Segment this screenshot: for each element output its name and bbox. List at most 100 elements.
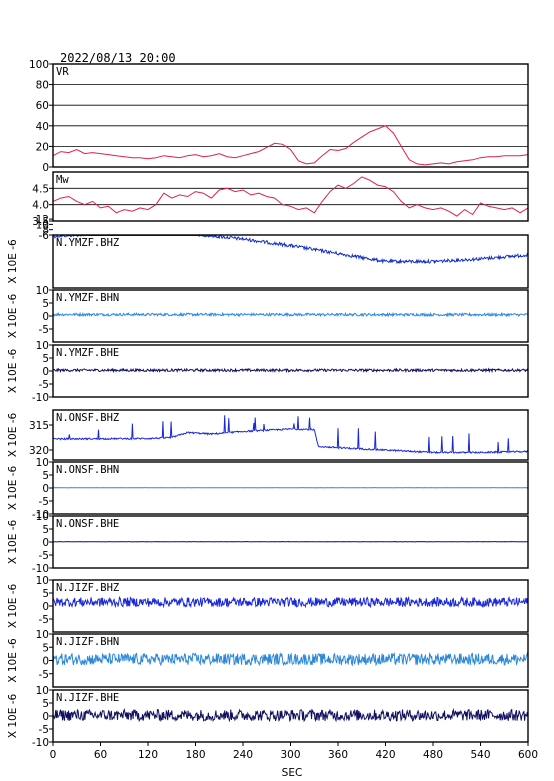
y-tick-label: -5 <box>39 324 49 336</box>
x-tick-label: 0 <box>50 749 57 761</box>
y-tick-label: -5 <box>39 379 49 391</box>
x-tick-label: 360 <box>328 749 348 761</box>
panel-name: Mw <box>56 174 69 186</box>
y-tick-label: 5 <box>42 298 49 310</box>
panels-group: VR020406080100Mw3.54.04.5N.YMZF.BHZ-6810… <box>7 59 529 749</box>
panel-name: N.YMZF.BHE <box>56 347 119 359</box>
y-tick-label: 5 <box>42 698 49 710</box>
y-tick-label: -5 <box>39 496 49 508</box>
panel-name: VR <box>56 66 69 78</box>
y-tick-label: 10 <box>36 219 49 231</box>
x-axis-label: SEC <box>282 767 303 779</box>
y-tick-label: 10 <box>36 629 49 641</box>
y-tick-label: 3.5 <box>32 216 49 228</box>
y-unit-label: X 10E -6 <box>7 294 19 339</box>
panel-name: N.ONSF.BHZ <box>56 412 119 424</box>
y-tick-label: -5 <box>39 550 49 562</box>
y-tick-label: -10 <box>32 563 49 575</box>
panel-frame <box>52 171 529 222</box>
y-tick-label: 5 <box>42 353 49 365</box>
y-tick-label: 4.5 <box>32 183 49 195</box>
y-tick-label: -10 <box>32 392 49 404</box>
y-tick-label: 0 <box>42 656 49 668</box>
y-tick-label: 0 <box>42 483 49 495</box>
y-tick-label: 0 <box>42 711 49 723</box>
y-tick-label: 0 <box>42 162 49 174</box>
panel-vr: VR 0 20 40 60 80 100 <box>29 59 529 174</box>
trace-n-ymzf-bhn <box>53 311 529 318</box>
y-unit-label: X 10E -6 <box>7 413 19 458</box>
x-axis: 0 60 120 180 240 300 360 420 480 540 600 <box>50 742 538 761</box>
y-unit-label: X 10E -6 <box>7 638 19 683</box>
y-tick-label: 40 <box>36 121 49 133</box>
trace-n-onsf-bhz <box>52 415 529 455</box>
y-unit-label: X 10E -6 <box>7 694 19 739</box>
y-unit-label: X 10E -6 <box>7 466 19 511</box>
panel-name: N.YMZF.BHZ <box>56 237 119 249</box>
y-tick-label: -5 <box>39 614 49 626</box>
y-tick-label: 0 <box>42 601 49 613</box>
y-tick-label: 60 <box>36 100 49 112</box>
x-tick-label: 300 <box>280 749 300 761</box>
trace-n-ymzf-bhe <box>52 367 529 374</box>
y-tick-label: 10 <box>36 575 49 587</box>
panel-frame <box>52 409 529 461</box>
y-tick-label: 315 <box>29 420 49 432</box>
x-tick-label: 540 <box>470 749 490 761</box>
panel-name: N.JIZF.BHZ <box>56 582 119 594</box>
panel-frame <box>52 63 529 168</box>
panel-frame <box>52 579 529 633</box>
y-tick-label: 80 <box>36 80 49 92</box>
y-tick-label: -5 <box>39 669 49 681</box>
y-tick-label: 10 <box>36 340 49 352</box>
y-tick-label: 8 <box>42 225 49 237</box>
y-tick-label: 10 <box>36 511 49 523</box>
panel-n-onsf-bhz: N.ONSF.BHZ 315 320 X 10E -6 <box>7 409 529 461</box>
y-unit-label: X 10E -6 <box>7 239 19 284</box>
panel-frame <box>52 234 529 289</box>
y-tick-label: 0 <box>42 537 49 549</box>
panel-n-jizf-bhn: N.JIZF.BHN 105 0-5 X 10E -6 <box>7 629 529 688</box>
trace-n-jizf-bhe <box>53 707 529 723</box>
x-tick-label: 480 <box>423 749 443 761</box>
panel-name: N.ONSF.BHN <box>56 464 119 476</box>
trace-n-jizf-bhn <box>52 651 529 667</box>
panel-frame <box>52 289 529 343</box>
y-tick-label: 5 <box>42 642 49 654</box>
y-tick-label: 5 <box>42 470 49 482</box>
x-tick-label: 120 <box>138 749 158 761</box>
trace-vr <box>52 125 529 166</box>
y-tick-label: 320 <box>29 445 49 457</box>
panel-name: N.JIZF.BHN <box>56 636 119 648</box>
y-tick-label: 0 <box>42 311 49 323</box>
y-tick-label: -5 <box>39 724 49 736</box>
x-tick-label: 180 <box>185 749 205 761</box>
y-unit-label: X 10E -6 <box>7 349 19 394</box>
x-tick-label: 240 <box>233 749 253 761</box>
y-tick-label: -10 <box>32 737 49 749</box>
x-tick-label: 420 <box>375 749 395 761</box>
y-tick-label: -10 <box>32 509 49 521</box>
datetime-label: 2022/08/13 20:00 <box>60 51 176 65</box>
panel-name: N.ONSF.BHE <box>56 518 119 530</box>
y-tick-label: 12 <box>36 214 49 226</box>
y-tick-label: 100 <box>29 59 49 71</box>
y-tick-label: 20 <box>36 141 49 153</box>
trace-n-ymzf-bhz <box>52 234 529 265</box>
y-tick-label: 10 <box>36 685 49 697</box>
y-tick-label: 5 <box>42 588 49 600</box>
y-tick-label: 5 <box>42 524 49 536</box>
trace-n-jizf-bhz <box>52 595 529 609</box>
x-tick-label: 60 <box>94 749 107 761</box>
panel-name: N.JIZF.BHE <box>56 692 119 704</box>
y-tick-label: 10 <box>36 285 49 297</box>
y-tick-label: 10 <box>36 457 49 469</box>
